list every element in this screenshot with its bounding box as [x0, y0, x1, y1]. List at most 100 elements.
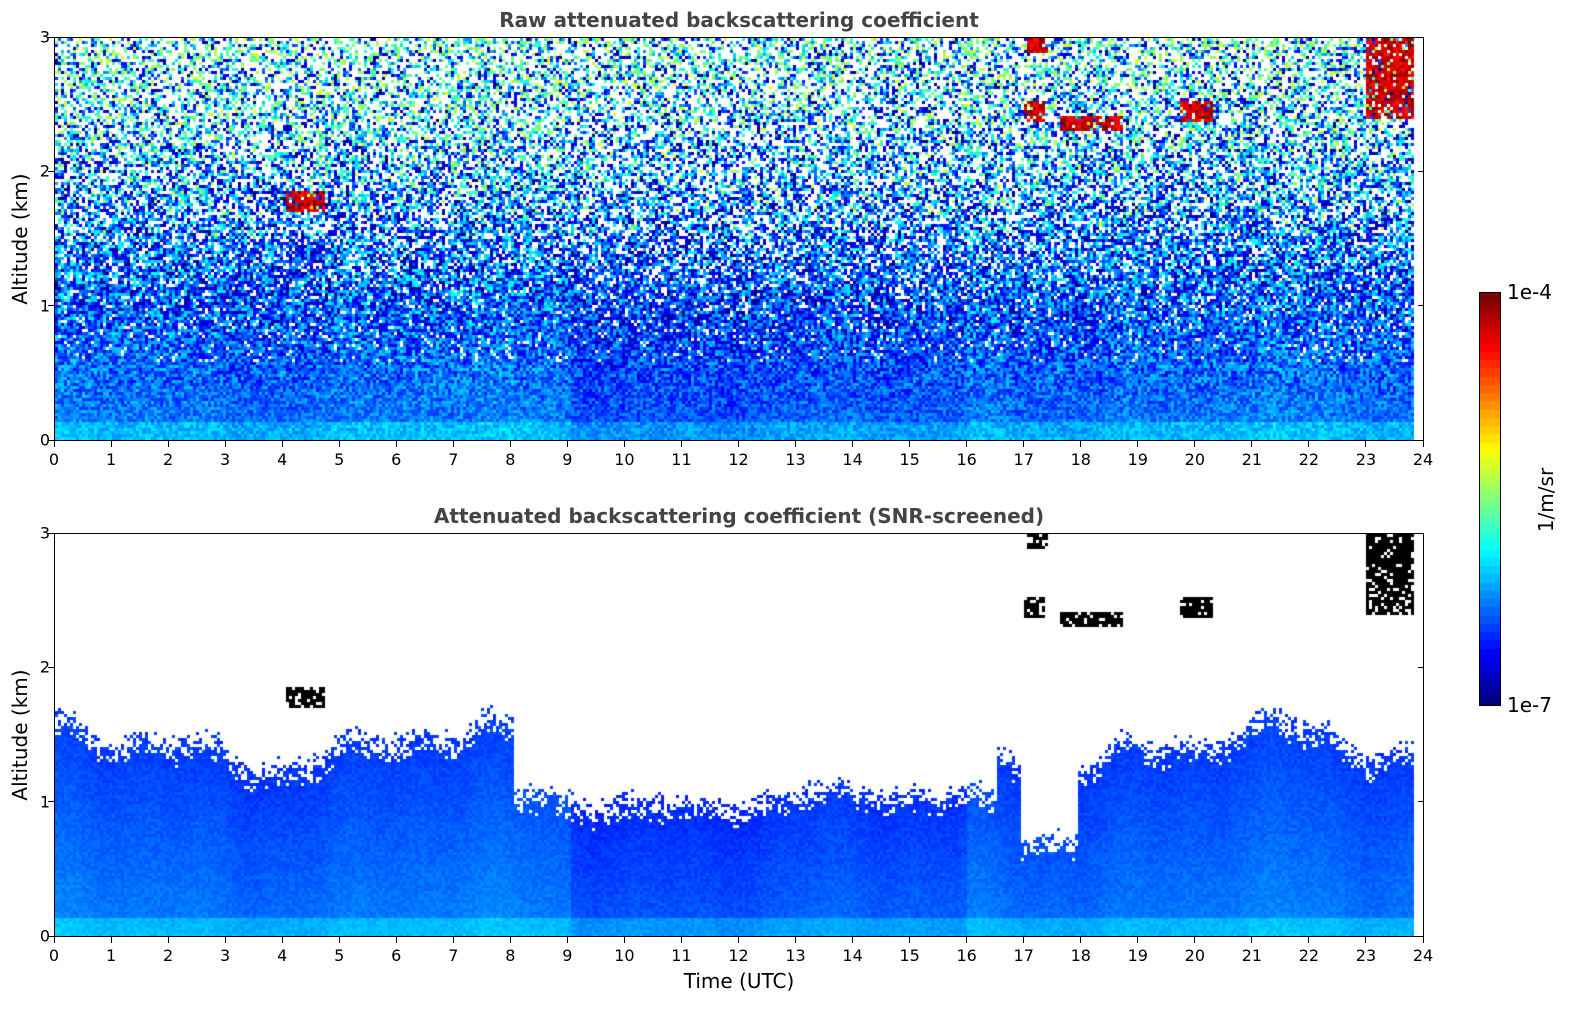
- x-tick-mark: [167, 937, 169, 943]
- x-tick-mark: [738, 937, 739, 943]
- x-tick-mark: [224, 937, 226, 943]
- x-tick-mark: [110, 441, 112, 447]
- x-tick-label: 18: [1070, 450, 1091, 469]
- x-tick-label: 11: [671, 946, 692, 965]
- x-tick-label: 9: [562, 450, 573, 469]
- x-tick-label: 15: [899, 450, 920, 469]
- colorbar-max-label: 1e-4: [1507, 280, 1552, 304]
- x-tick-label: 21: [1241, 946, 1263, 965]
- colorbar-unit-label: 1/m/sr: [1534, 467, 1558, 533]
- x-tick-mark: [1137, 441, 1139, 447]
- x-tick-label: 17: [1013, 450, 1034, 469]
- x-tick-label: 2: [162, 450, 174, 469]
- x-tick-label: 22: [1298, 946, 1320, 965]
- x-tick-mark: [110, 937, 112, 943]
- x-tick-mark: [1308, 441, 1310, 447]
- x-tick-mark: [795, 441, 797, 447]
- x-tick-label: 8: [505, 946, 516, 965]
- x-tick-label: 24: [1412, 946, 1434, 965]
- x-tick-mark: [909, 441, 911, 447]
- bottom-y-axis-label: Altitude (km): [8, 669, 32, 801]
- x-tick-label: 2: [162, 946, 174, 965]
- x-tick-mark: [1308, 937, 1310, 943]
- x-tick-label: 0: [48, 450, 60, 469]
- x-tick-mark: [281, 441, 283, 447]
- x-tick-label: 17: [1013, 946, 1034, 965]
- x-tick-label: 12: [728, 946, 749, 965]
- x-tick-label: 20: [1184, 450, 1206, 469]
- y-tick-label: 0: [39, 926, 50, 946]
- x-tick-label: 3: [220, 946, 231, 965]
- x-tick-mark: [509, 937, 511, 943]
- x-tick-mark: [1251, 441, 1253, 447]
- x-tick-label: 19: [1127, 450, 1148, 469]
- x-tick-label: 6: [391, 450, 402, 469]
- x-tick-label: 18: [1070, 946, 1091, 965]
- x-tick-label: 11: [671, 450, 692, 469]
- x-tick-label: 15: [899, 946, 920, 965]
- x-tick-label: 4: [277, 946, 288, 965]
- bottom-panel-title: Attenuated backscattering coefficient (S…: [433, 504, 1045, 528]
- y-tick-label: 1: [39, 296, 50, 316]
- x-tick-label: 5: [334, 450, 345, 469]
- x-tick-label: 19: [1127, 946, 1148, 965]
- y-tick-label: 2: [39, 657, 50, 677]
- x-tick-mark: [852, 441, 854, 447]
- x-axis-label: Time (UTC): [683, 969, 795, 993]
- x-tick-label: 24: [1412, 450, 1434, 469]
- x-tick-mark: [167, 441, 169, 447]
- top-y-axis-label: Altitude (km): [8, 173, 32, 305]
- x-tick-mark: [738, 441, 739, 447]
- x-tick-mark: [852, 937, 854, 943]
- x-tick-mark: [1365, 441, 1367, 447]
- x-tick-mark: [1080, 937, 1082, 943]
- x-tick-label: 7: [448, 450, 459, 469]
- colorbar-gradient: [1480, 293, 1500, 705]
- colorbar: [1479, 292, 1501, 706]
- x-tick-mark: [395, 441, 397, 447]
- x-tick-label: 4: [277, 450, 288, 469]
- raw-backscatter-heatmap: [55, 38, 1423, 440]
- x-tick-label: 13: [785, 450, 806, 469]
- x-tick-label: 14: [842, 946, 863, 965]
- x-tick-label: 16: [956, 450, 977, 469]
- x-tick-label: 13: [785, 946, 806, 965]
- x-tick-label: 14: [842, 450, 863, 469]
- x-tick-label: 6: [391, 946, 402, 965]
- x-tick-mark: [623, 937, 625, 943]
- x-tick-mark: [281, 937, 283, 943]
- x-tick-mark: [566, 937, 568, 943]
- x-tick-label: 1: [105, 946, 117, 965]
- x-tick-label: 3: [220, 450, 231, 469]
- top-panel-title: Raw attenuated backscattering coefficien…: [499, 8, 979, 32]
- x-tick-mark: [966, 937, 968, 943]
- x-tick-label: 23: [1355, 450, 1377, 469]
- x-tick-mark: [566, 441, 568, 447]
- x-tick-label: 9: [562, 946, 573, 965]
- y-tick-label: 3: [39, 27, 50, 47]
- x-tick-mark: [1137, 937, 1139, 943]
- x-tick-label: 22: [1298, 450, 1320, 469]
- x-tick-label: 16: [956, 946, 977, 965]
- x-tick-mark: [1194, 937, 1196, 943]
- x-tick-mark: [1365, 937, 1367, 943]
- x-tick-mark: [509, 441, 511, 447]
- x-tick-mark: [1422, 441, 1424, 447]
- snr-screened-backscatter-heatmap: [55, 534, 1423, 936]
- x-tick-mark: [53, 937, 55, 943]
- x-tick-mark: [224, 441, 226, 447]
- colorbar-min-label: 1e-7: [1507, 693, 1552, 717]
- x-tick-label: 7: [448, 946, 459, 965]
- x-tick-mark: [680, 441, 682, 447]
- x-tick-mark: [1251, 937, 1253, 943]
- x-tick-label: 10: [614, 946, 635, 965]
- x-tick-label: 21: [1241, 450, 1263, 469]
- x-tick-label: 5: [334, 946, 345, 965]
- x-tick-label: 20: [1184, 946, 1206, 965]
- y-tick-label: 2: [39, 161, 50, 181]
- x-tick-label: 23: [1355, 946, 1377, 965]
- x-tick-mark: [966, 441, 968, 447]
- x-tick-mark: [909, 937, 911, 943]
- y-tick-label: 3: [39, 523, 50, 543]
- x-tick-mark: [452, 937, 454, 943]
